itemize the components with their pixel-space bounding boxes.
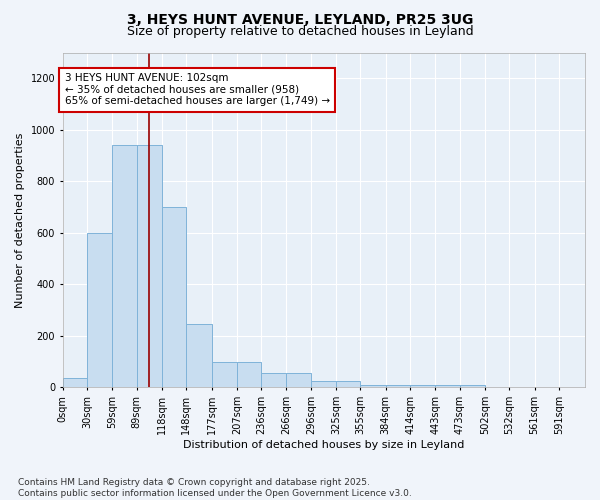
Bar (336, 381, 361, 388)
X-axis label: Distribution of detached houses by size in Leyland: Distribution of detached houses by size … (183, 440, 464, 450)
Bar (410, 385, 436, 388)
Text: Size of property relative to detached houses in Leyland: Size of property relative to detached ho… (127, 25, 473, 38)
Bar (212, 362, 237, 388)
Bar (361, 385, 386, 388)
Y-axis label: Number of detached properties: Number of detached properties (15, 132, 25, 308)
Bar (63, 378, 87, 388)
Text: 3 HEYS HUNT AVENUE: 102sqm
← 35% of detached houses are smaller (958)
65% of sem: 3 HEYS HUNT AVENUE: 102sqm ← 35% of deta… (65, 73, 329, 106)
Bar (286, 374, 311, 388)
Bar (386, 385, 410, 388)
Bar (112, 145, 137, 388)
Bar (460, 385, 485, 388)
Bar (311, 381, 336, 388)
Bar (237, 362, 261, 388)
Text: 3, HEYS HUNT AVENUE, LEYLAND, PR25 3UG: 3, HEYS HUNT AVENUE, LEYLAND, PR25 3UG (127, 12, 473, 26)
Text: Contains HM Land Registry data © Crown copyright and database right 2025.
Contai: Contains HM Land Registry data © Crown c… (18, 478, 412, 498)
Bar (187, 324, 212, 388)
Bar (436, 385, 460, 388)
Bar (137, 145, 162, 388)
Bar (162, 207, 187, 388)
Bar (87, 233, 112, 388)
Bar (261, 374, 286, 388)
